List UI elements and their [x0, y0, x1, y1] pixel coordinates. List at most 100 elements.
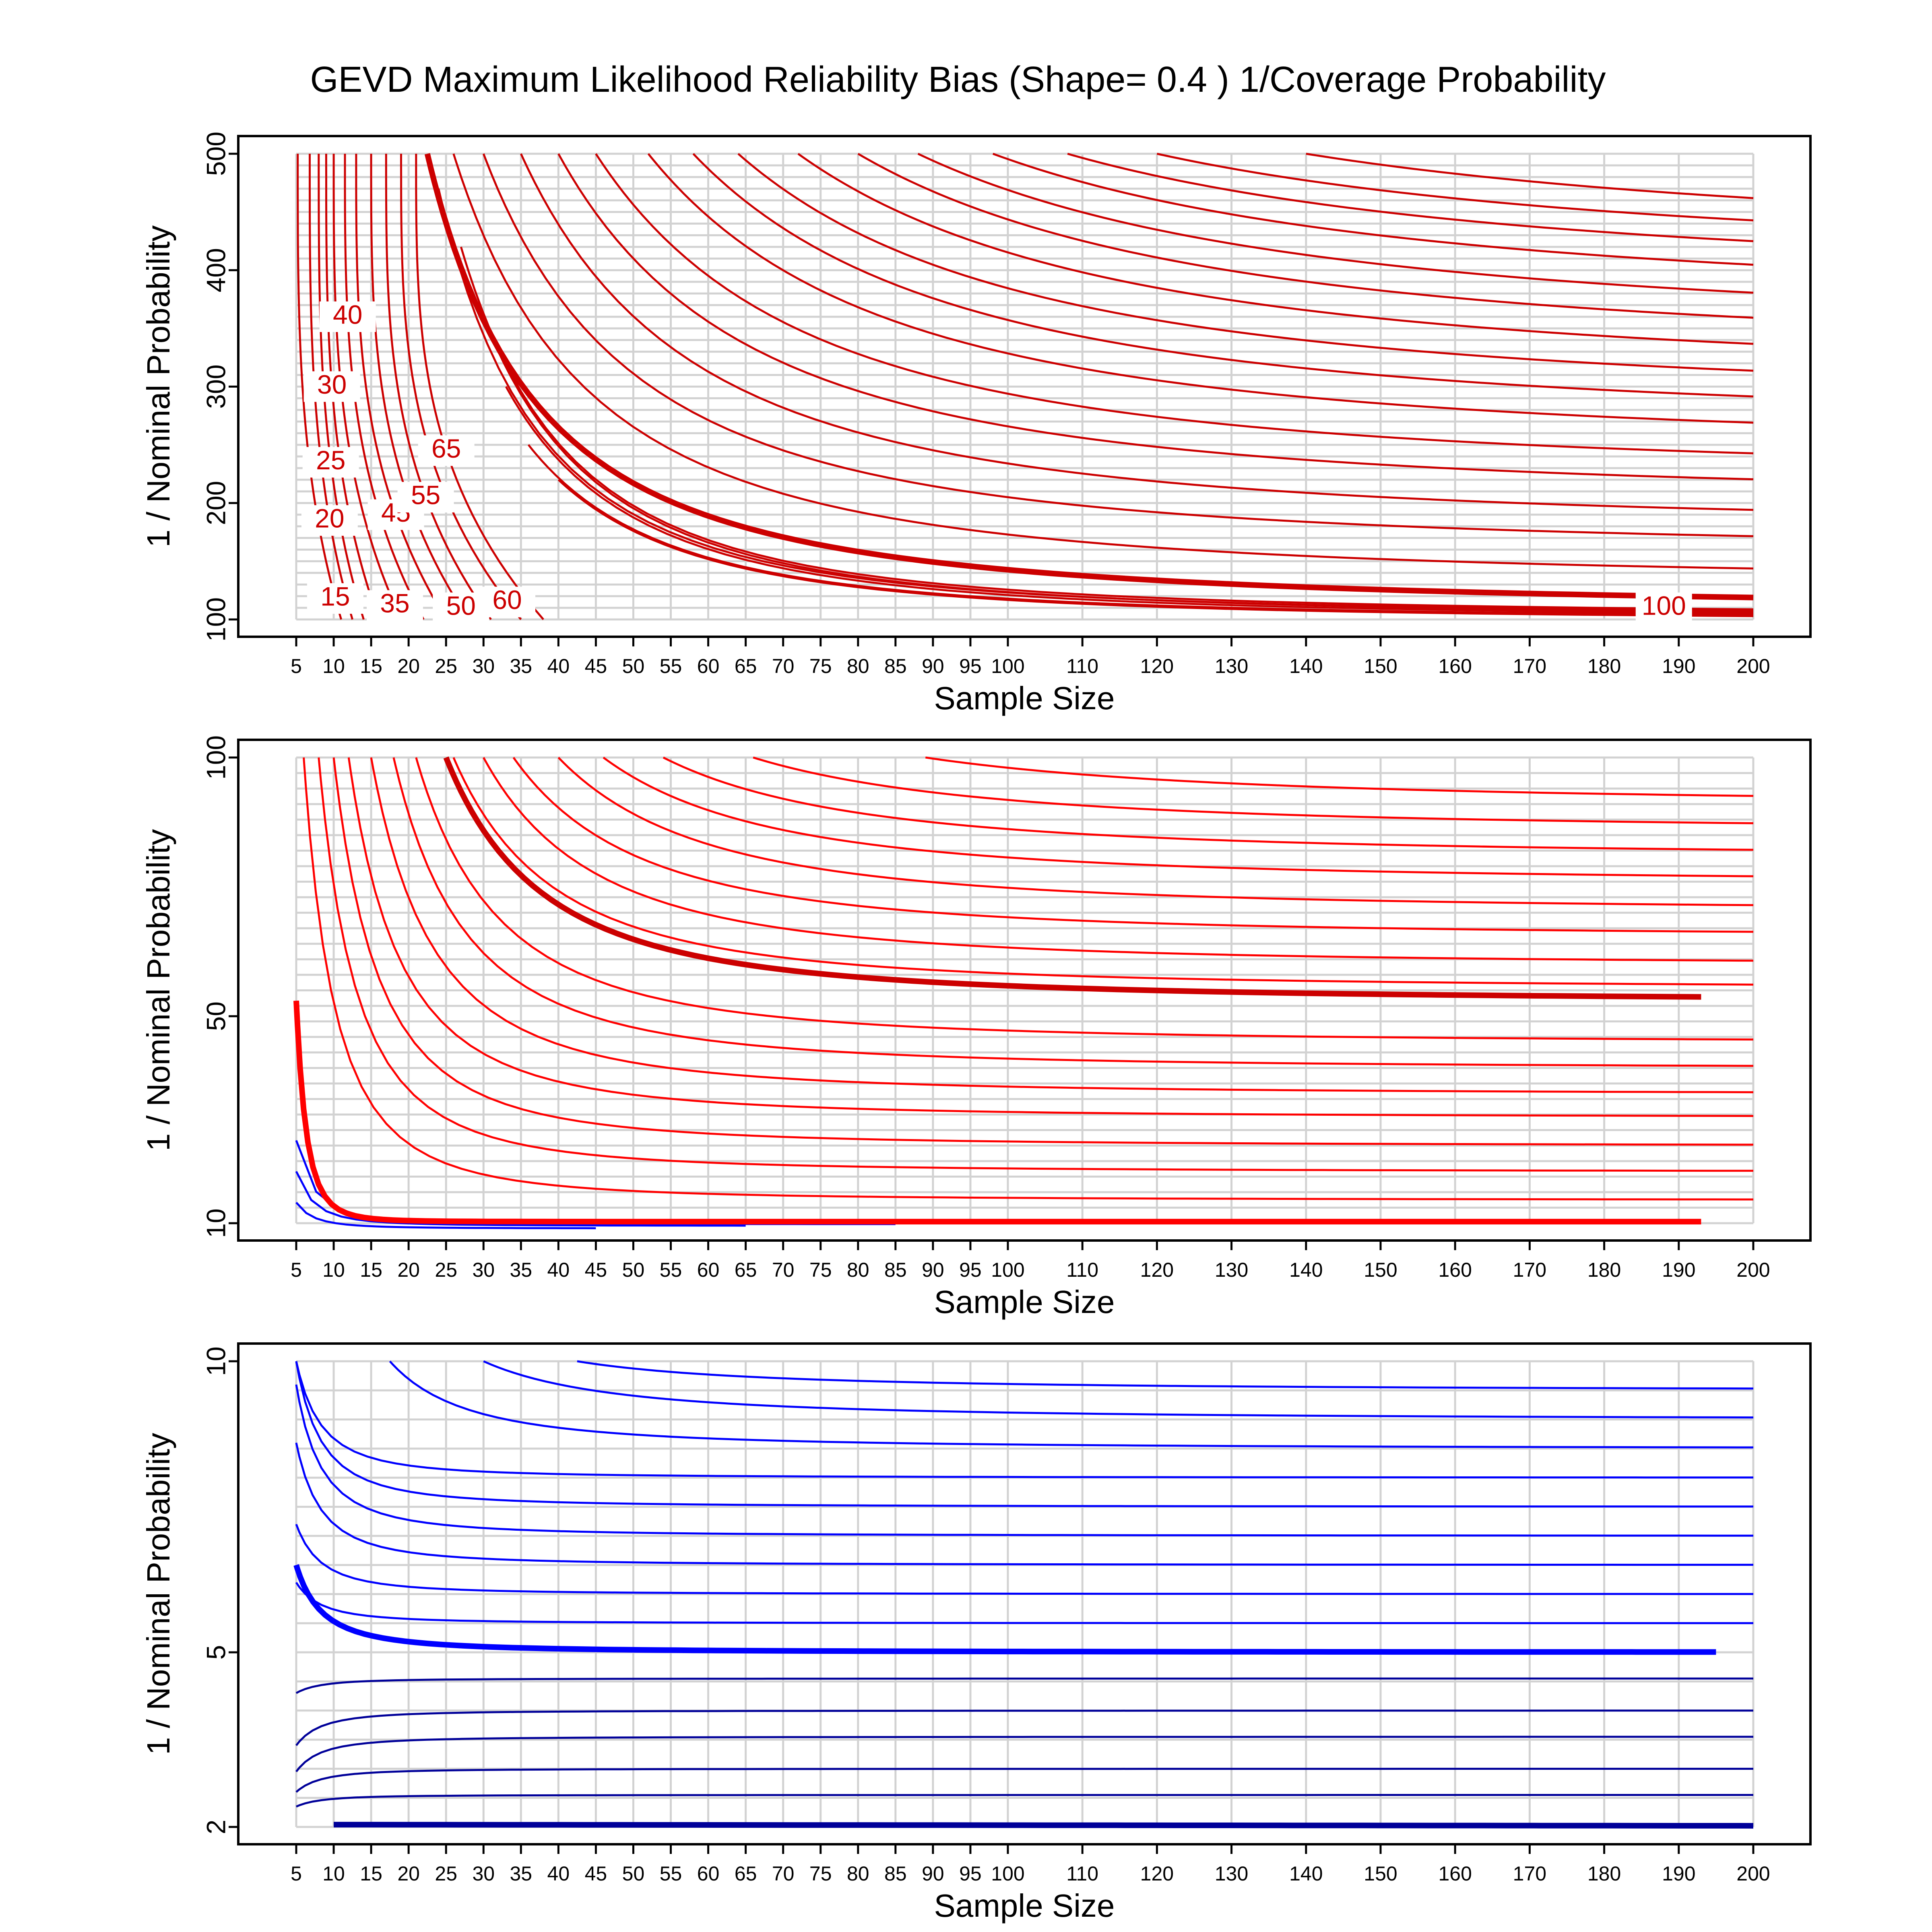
- contour-line-70: [557, 757, 1754, 906]
- x-tick-label: 100: [991, 655, 1024, 677]
- contour-line-280: [797, 153, 1754, 345]
- x-tick-label: 160: [1438, 1259, 1472, 1281]
- x-tick-label: 85: [884, 1259, 907, 1281]
- contour-line-50: [370, 154, 470, 620]
- x-tick-label: 65: [735, 1862, 757, 1885]
- x-tick-label: 10: [322, 1862, 345, 1885]
- x-tick-label: 110: [1066, 655, 1098, 677]
- x-tick-label: 110: [1066, 1259, 1098, 1281]
- x-tick-label: 35: [510, 655, 533, 677]
- x-tick-label: 180: [1587, 655, 1621, 677]
- x-axis-title: Sample Size: [934, 1284, 1115, 1320]
- x-tick-label: 5: [291, 655, 302, 677]
- x-tick-label: 35: [510, 1862, 533, 1885]
- x-tick-label: 170: [1513, 1862, 1546, 1885]
- contour-line-6-5: [295, 1442, 1753, 1566]
- x-tick-label: 140: [1289, 1259, 1323, 1281]
- contour-line-380: [1156, 153, 1754, 221]
- x-tick-label: 15: [360, 655, 382, 677]
- x-tick-label: 45: [585, 1862, 607, 1885]
- contour-line-100: [424, 153, 1754, 601]
- contour-line-60: [483, 757, 1754, 962]
- contour-label-bg: [307, 583, 363, 614]
- contour-line-4: [295, 1709, 1753, 1746]
- x-tick-label: 130: [1215, 1862, 1248, 1885]
- contour-line-85: [753, 756, 1754, 824]
- x-tick-label: 110: [1066, 1862, 1098, 1885]
- x-tick-label: 190: [1662, 1862, 1695, 1885]
- x-tick-label: 70: [772, 655, 795, 677]
- contour-line-45: [415, 757, 1754, 1041]
- x-tick-label: 15: [360, 1862, 382, 1885]
- contour-line-60: [400, 154, 522, 620]
- x-tick-label: 120: [1140, 1862, 1174, 1885]
- contour-line-90: [527, 444, 1754, 616]
- x-tick-label: 25: [435, 1259, 457, 1281]
- contour-line-50: [443, 756, 1701, 1000]
- contour-label-bg: [1635, 592, 1692, 623]
- x-tick-label: 150: [1364, 655, 1397, 677]
- contour-line-400: [1306, 153, 1754, 199]
- x-tick-label: 5: [291, 1259, 302, 1281]
- x-tick-label: 160: [1438, 655, 1472, 677]
- contour-label: 60: [492, 585, 522, 615]
- x-tick-label: 60: [697, 1259, 720, 1281]
- contour-line-7-5: [295, 1361, 1753, 1508]
- contour-line-8-5: [389, 1360, 1754, 1449]
- y-tick-label: 500: [201, 132, 231, 176]
- contour-line-15: [303, 757, 1754, 1201]
- x-tick-label: 5: [291, 1862, 302, 1885]
- contour-line-3-5: [295, 1736, 1753, 1773]
- contour-line-240: [692, 153, 1754, 398]
- x-tick-label: 70: [772, 1259, 795, 1281]
- x-tick-label: 75: [809, 655, 832, 677]
- x-tick-label: 170: [1513, 655, 1546, 677]
- x-tick-label: 80: [847, 655, 869, 677]
- x-tick-label: 20: [397, 1862, 420, 1885]
- contour-line-8: [295, 1201, 596, 1229]
- plot-frame: [237, 1342, 1812, 1845]
- panel-middle: 5 10 15 20 25 30 35 40 45 50 55 60 65 70 75 80 85 90 95 100…: [140, 735, 1812, 1320]
- y-tick-label: 5: [201, 1645, 231, 1660]
- contour-line-55: [452, 757, 1754, 986]
- contour-line-95: [557, 479, 1754, 617]
- contour-line-40: [392, 757, 1754, 1067]
- contour-label: 40: [333, 299, 362, 329]
- x-tick-label: 130: [1215, 655, 1248, 677]
- contour-line-20: [318, 757, 1754, 1172]
- x-tick-label: 50: [622, 1862, 645, 1885]
- contour-line-30: [347, 757, 1754, 1117]
- x-tick-label: 35: [510, 1259, 533, 1281]
- x-tick-label: 40: [547, 1862, 570, 1885]
- x-tick-label: 10: [322, 655, 345, 677]
- contour-label: 55: [411, 480, 440, 510]
- contour-line-10: [293, 1000, 1701, 1225]
- contour-line-65: [512, 757, 1754, 933]
- x-tick-label: 90: [922, 1259, 944, 1281]
- y-tick-label: 100: [201, 735, 231, 780]
- contour-line-140: [482, 153, 1754, 537]
- contour-line-25: [332, 757, 1754, 1146]
- contour-line-15: [297, 154, 343, 620]
- contour-line-260: [737, 153, 1754, 372]
- contour-line-90: [925, 756, 1754, 797]
- x-tick-label: 190: [1662, 655, 1695, 677]
- contour-line-65: [415, 154, 545, 620]
- plot-frame: [237, 739, 1812, 1242]
- contour-line-9: [295, 1171, 746, 1227]
- x-tick-label: 15: [360, 1259, 382, 1281]
- x-tick-label: 85: [884, 1862, 907, 1885]
- x-tick-label: 200: [1736, 655, 1770, 677]
- x-tick-label: 65: [735, 655, 757, 677]
- contour-line-5-5: [295, 1582, 1753, 1624]
- x-tick-label: 140: [1289, 655, 1323, 677]
- contour-line-7: [295, 1384, 1753, 1537]
- x-tick-label: 45: [585, 655, 607, 677]
- x-tick-label: 40: [547, 655, 570, 677]
- x-tick-label: 95: [959, 1862, 982, 1885]
- contour-line-5: [293, 1564, 1716, 1655]
- x-tick-label: 140: [1289, 1862, 1323, 1885]
- contour-label: 65: [431, 433, 461, 463]
- x-tick-label: 45: [585, 1259, 607, 1281]
